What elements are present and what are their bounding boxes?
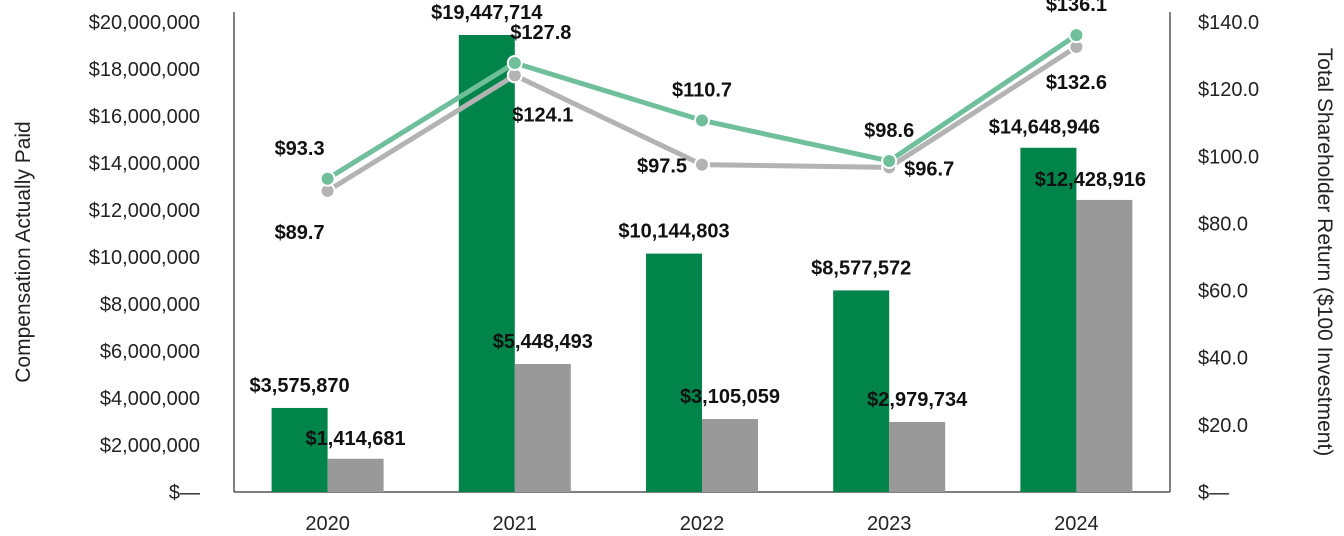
right-axis-title: Total Shareholder Return ($100 Investmen…: [1313, 48, 1336, 457]
peer-tsr-label: $132.6: [1046, 72, 1107, 94]
left-tick-label: $8,000,000: [100, 294, 200, 316]
peo-cap-label: $10,144,803: [618, 221, 729, 243]
neo-cap-label: $1,414,681: [306, 428, 406, 450]
company-tsr-label: $136.1: [1046, 0, 1107, 16]
x-tick-label: 2020: [305, 513, 350, 535]
right-tick-label: $60.0: [1198, 281, 1248, 303]
peer-tsr-label: $96.7: [904, 158, 954, 180]
left-axis-ticks: $— $2,000,000 $4,000,000 $6,000,000 $8,000,0…: [89, 12, 200, 504]
left-tick-label: $6,000,000: [100, 341, 200, 363]
left-tick-label: $16,000,000: [89, 106, 200, 128]
company-tsr-point: [1068, 27, 1085, 44]
left-tick-label: $4,000,000: [100, 388, 200, 410]
company-tsr-label: $98.6: [864, 120, 914, 142]
peo-cap-bar: [646, 253, 702, 492]
peo-cap-label: $3,575,870: [250, 375, 350, 397]
right-tick-label: $80.0: [1198, 213, 1248, 235]
neo-cap-label: $5,448,493: [493, 331, 593, 353]
bars: [271, 34, 1133, 493]
right-tick-label: $140.0: [1198, 12, 1259, 34]
peo-cap-bar: [271, 407, 328, 492]
left-tick-label: $—: [169, 482, 200, 504]
x-tick-label: 2022: [680, 513, 725, 535]
peer-tsr-label: $89.7: [275, 222, 325, 244]
company-tsr-point: [319, 170, 336, 187]
neo-cap-bar: [514, 363, 571, 492]
right-tick-label: $120.0: [1198, 79, 1259, 101]
neo-cap-bar: [889, 421, 946, 492]
neo-cap-bar: [1076, 199, 1133, 492]
left-tick-label: $2,000,000: [100, 435, 200, 457]
neo-cap-label: $2,979,734: [867, 389, 968, 411]
company-tsr-point: [694, 112, 710, 129]
company-tsr-label: $93.3: [275, 138, 325, 160]
peo-cap-label: $14,648,946: [989, 117, 1100, 139]
left-tick-label: $12,000,000: [89, 200, 200, 222]
left-tick-label: $18,000,000: [89, 59, 200, 81]
data-labels: $3,575,870 $19,447,714 $10,144,803 $8,577,5…: [250, 0, 1146, 450]
peo-cap-bar: [1020, 147, 1077, 493]
x-tick-label: 2021: [493, 513, 538, 535]
right-tick-label: $—: [1198, 482, 1229, 504]
peer-tsr-point: [694, 156, 710, 173]
peo-cap-label: $8,577,572: [811, 257, 911, 279]
neo-cap-label: $12,428,916: [1035, 169, 1146, 191]
company-tsr-point: [506, 54, 523, 71]
right-tick-label: $100.0: [1198, 146, 1259, 168]
x-tick-label: 2024: [1054, 513, 1099, 535]
x-axis-ticks: 2020 2021 2022 2023 2024: [305, 513, 1098, 535]
company-tsr-label: $127.8: [510, 22, 571, 44]
company-tsr-point: [881, 152, 898, 169]
left-tick-label: $14,000,000: [89, 153, 200, 175]
left-tick-label: $10,000,000: [89, 247, 200, 269]
peer-tsr-label: $97.5: [637, 156, 687, 178]
company-tsr-label: $110.7: [672, 79, 732, 101]
right-tick-label: $40.0: [1198, 348, 1248, 370]
neo-cap-label: $3,105,059: [680, 386, 780, 408]
peo-cap-bar: [458, 34, 515, 492]
neo-cap-bar: [702, 419, 758, 492]
neo-cap-bar: [327, 458, 384, 492]
left-tick-label: $20,000,000: [89, 12, 200, 34]
tsr-lines: [319, 27, 1085, 199]
peer-tsr-label: $124.1: [512, 104, 573, 126]
right-tick-label: $20.0: [1198, 415, 1248, 437]
peo-cap-bar: [833, 290, 890, 492]
peo-cap-label: $19,447,714: [431, 2, 543, 24]
right-axis-ticks: $— $20.0 $40.0 $60.0 $80.0 $100.0 $120.0 $140.0: [1198, 12, 1259, 504]
left-axis-title: Compensation Actually Paid: [12, 121, 35, 383]
x-tick-label: 2023: [867, 513, 912, 535]
